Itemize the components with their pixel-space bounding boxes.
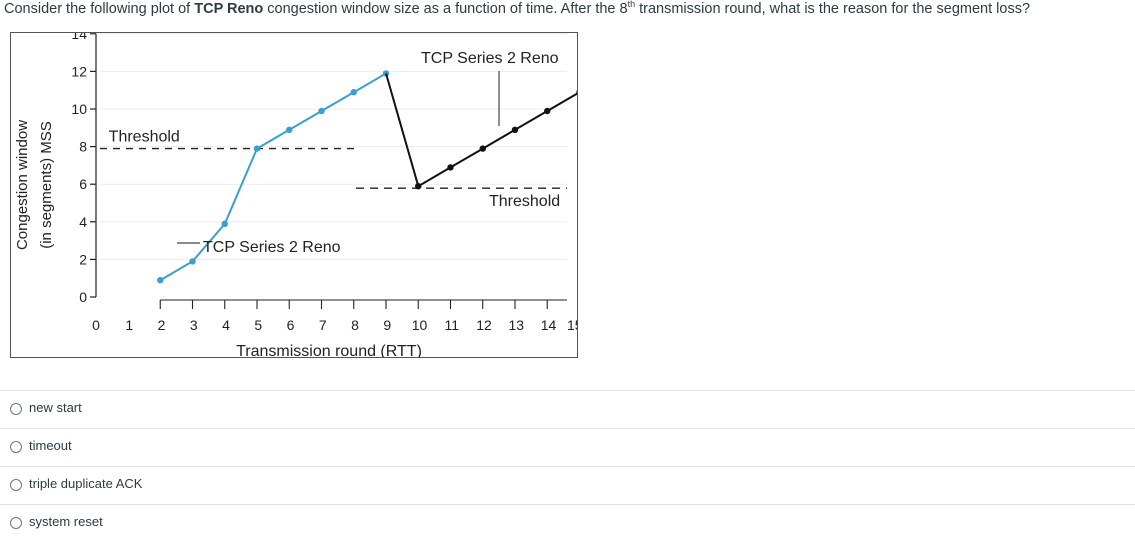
- data-point: [221, 220, 228, 227]
- x-tick-label: 1: [125, 317, 133, 333]
- threshold-label: Threshold: [109, 129, 180, 146]
- data-point: [253, 145, 261, 152]
- answer-label: timeout: [29, 438, 72, 453]
- x-tick-label: 3: [190, 317, 198, 333]
- answer-label: triple duplicate ACK: [29, 476, 143, 491]
- answer-option-triple-duplicate-ack[interactable]: triple duplicate ACK: [0, 466, 1135, 504]
- x-tick-label: 15: [567, 317, 577, 333]
- x-tick-label: 6: [287, 317, 295, 333]
- question-part-3: transmission round, what is the reason f…: [635, 1, 1031, 17]
- question-superscript: th: [627, 0, 636, 10]
- y-tick-label: 2: [79, 251, 87, 267]
- data-point: [447, 164, 454, 171]
- x-tick-label: 10: [412, 317, 428, 333]
- data-point: [415, 183, 422, 190]
- answer-option-new-start[interactable]: new start: [0, 390, 1135, 428]
- threshold-label: Threshold: [489, 193, 560, 210]
- chart-svg: 024681012140123456789101112131415Transmi…: [14, 33, 577, 357]
- answer-option-system-reset[interactable]: system reset: [0, 504, 1135, 542]
- radio-button[interactable]: [10, 517, 22, 529]
- data-point: [511, 126, 519, 133]
- x-tick-label: 12: [476, 317, 492, 333]
- x-tick-label: 2: [158, 317, 166, 333]
- x-tick-label: 4: [222, 317, 230, 333]
- radio-button[interactable]: [10, 479, 22, 491]
- data-point: [286, 126, 293, 133]
- data-point: [318, 107, 325, 115]
- answer-option-timeout[interactable]: timeout: [0, 428, 1135, 466]
- answer-label: new start: [29, 400, 82, 415]
- data-point: [576, 90, 577, 95]
- question-bold: TCP Reno: [194, 1, 264, 17]
- y-tick-label: 4: [79, 214, 87, 230]
- answer-list: new start timeout triple duplicate ACK s…: [0, 390, 1135, 542]
- y-axis-title-line1: Congestion window: [14, 120, 31, 250]
- data-point: [350, 89, 357, 96]
- question-part-2: congestion window size as a function of …: [263, 1, 628, 17]
- radio-button[interactable]: [10, 403, 22, 415]
- chart-figure: 024681012140123456789101112131415Transmi…: [10, 32, 578, 358]
- data-point: [544, 107, 551, 115]
- x-axis-title: Transmission round (RTT): [236, 343, 422, 357]
- data-point: [479, 145, 486, 152]
- data-point: [157, 277, 164, 284]
- series-label: TCP Series 2 Reno: [421, 50, 559, 67]
- x-tick-label: 11: [444, 317, 459, 333]
- series-line: [385, 73, 577, 188]
- x-tick-label: 14: [541, 317, 557, 333]
- x-tick-label: 9: [383, 317, 391, 333]
- x-tick-label: 7: [319, 317, 327, 333]
- y-tick-label: 6: [79, 176, 87, 192]
- question-text: Consider the following plot of TCP Reno …: [4, 0, 1135, 19]
- data-point: [189, 258, 196, 265]
- x-tick-label: 5: [254, 317, 262, 333]
- x-tick-label: 8: [351, 317, 359, 333]
- radio-button[interactable]: [10, 441, 22, 453]
- question-part-1: Consider the following plot of: [4, 1, 195, 17]
- y-tick-label: 8: [79, 139, 87, 155]
- series-line: [159, 72, 387, 282]
- y-axis-title-line2: (in segments) MSS: [38, 121, 55, 249]
- y-tick-label: 14: [71, 33, 87, 42]
- x-tick-label: 0: [92, 317, 100, 333]
- answer-label: system reset: [29, 514, 103, 529]
- x-tick-label: 13: [508, 317, 524, 333]
- y-tick-label: 0: [79, 289, 87, 305]
- series-label: TCP Series 2 Reno: [203, 239, 341, 256]
- y-tick-label: 12: [71, 63, 87, 79]
- y-tick-label: 10: [71, 101, 87, 117]
